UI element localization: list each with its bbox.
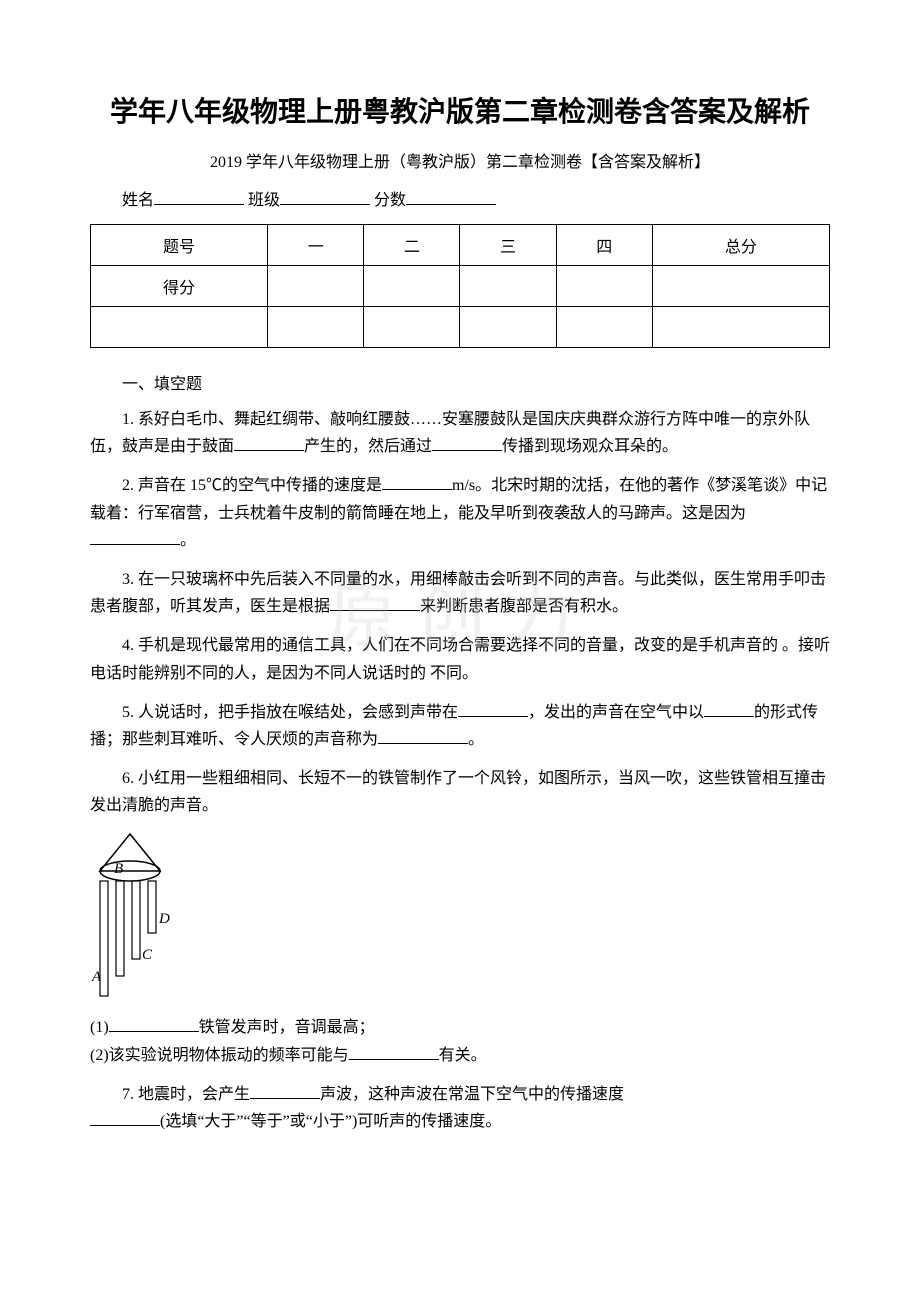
q7-pre: 7. 地震时，会产生 xyxy=(122,1086,250,1103)
q5-blank-1 xyxy=(458,700,528,717)
q5-post: 。 xyxy=(468,731,484,748)
q3-blank xyxy=(330,594,420,611)
section-1-heading: 一、填空题 xyxy=(90,370,830,394)
th-index: 题号 xyxy=(91,225,268,266)
th-1: 一 xyxy=(268,225,364,266)
cell-blank xyxy=(556,266,652,307)
q2-pre: 2. 声音在 15℃的空气中传播的速度是 xyxy=(122,477,382,494)
name-blank xyxy=(154,188,244,205)
cell-blank xyxy=(268,307,364,348)
windchime-diagram: B A C D xyxy=(90,831,830,1006)
q5-blank-3 xyxy=(378,727,468,744)
cell-blank xyxy=(460,266,556,307)
q6b-post: 有关。 xyxy=(439,1047,487,1064)
q3-post: 来判断患者腹部是否有积水。 xyxy=(420,598,628,615)
cell-blank xyxy=(652,266,829,307)
cell-blank xyxy=(460,307,556,348)
page-container: 原创力 学年八年级物理上册粤教沪版第二章检测卷含答案及解析 2019 学年八年级… xyxy=(0,0,920,1302)
question-5: 5. 人说话时，把手指放在喉结处，会感到声带在，发出的声音在空气中以的形式传播；… xyxy=(90,699,830,753)
cell-blank xyxy=(364,266,460,307)
q6b-pre: (2)该实验说明物体振动的频率可能与 xyxy=(90,1047,349,1064)
question-4: 4. 手机是现代最常用的通信工具，人们在不同场合需要选择不同的音量，改变的是手机… xyxy=(90,632,830,686)
name-label: 姓名 xyxy=(122,192,154,209)
q5-blank-2 xyxy=(704,700,754,717)
th-3: 三 xyxy=(460,225,556,266)
question-6-intro: 6. 小红用一些粗细相同、长短不一的铁管制作了一个风铃，如图所示，当风一吹，这些… xyxy=(90,765,830,819)
label-b: B xyxy=(114,861,123,877)
q6b-blank xyxy=(349,1043,439,1060)
q1-mid: 产生的，然后通过 xyxy=(304,438,432,455)
question-2: 2. 声音在 15℃的空气中传播的速度是m/s。北宋时期的沈括，在他的著作《梦溪… xyxy=(90,472,830,554)
q7-blank-2 xyxy=(90,1109,160,1126)
class-label: 班级 xyxy=(248,192,280,209)
q1-blank-2 xyxy=(432,434,502,451)
question-3: 3. 在一只玻璃杯中先后装入不同量的水，用细棒敲击会听到不同的声音。与此类似，医… xyxy=(90,566,830,620)
table-row xyxy=(91,307,830,348)
question-6-parts: (1) 铁管发声时，音调最高； (2)该实验说明物体振动的频率可能与 有关。 xyxy=(90,1014,830,1068)
q1-post: 传播到现场观众耳朵的。 xyxy=(502,438,678,455)
th-4: 四 xyxy=(556,225,652,266)
q2-blank-1 xyxy=(382,473,452,490)
label-c: C xyxy=(142,947,153,963)
th-total: 总分 xyxy=(652,225,829,266)
windchime-svg: B A C D xyxy=(90,831,200,1001)
cell-blank xyxy=(652,307,829,348)
score-blank xyxy=(406,188,496,205)
page-subtitle: 2019 学年八年级物理上册（粤教沪版）第二章检测卷【含答案及解析】 xyxy=(90,148,830,172)
label-d: D xyxy=(158,911,170,927)
table-row: 得分 xyxy=(91,266,830,307)
table-row: 题号 一 二 三 四 总分 xyxy=(91,225,830,266)
triangle-top xyxy=(100,834,160,871)
tube-a xyxy=(100,881,108,996)
q2-post: 。 xyxy=(180,532,196,549)
tube-c xyxy=(132,881,140,959)
cell-blank xyxy=(268,266,364,307)
q7-post: (选填“大于”“等于”或“小于”)可听声的传播速度。 xyxy=(160,1113,501,1130)
tube-d xyxy=(148,881,156,933)
q6a-pre: (1) xyxy=(90,1019,109,1036)
row-label: 得分 xyxy=(91,266,268,307)
score-label: 分数 xyxy=(374,192,406,209)
q5-mid1: ，发出的声音在空气中以 xyxy=(528,704,704,721)
page-title: 学年八年级物理上册粤教沪版第二章检测卷含答案及解析 xyxy=(90,90,830,130)
meta-line: 姓名 班级 分数 xyxy=(90,186,830,210)
score-table: 题号 一 二 三 四 总分 得分 xyxy=(90,224,830,348)
q2-blank-2 xyxy=(90,528,180,545)
q6a-post: 铁管发声时，音调最高； xyxy=(199,1019,375,1036)
label-a: A xyxy=(91,969,102,985)
question-1: 1. 系好白毛巾、舞起红绸带、敲响红腰鼓……安塞腰鼓队是国庆庆典群众游行方阵中唯… xyxy=(90,406,830,460)
cell-blank xyxy=(556,307,652,348)
q7-blank-1 xyxy=(250,1082,320,1099)
q5-pre: 5. 人说话时，把手指放在喉结处，会感到声带在 xyxy=(122,704,458,721)
th-2: 二 xyxy=(364,225,460,266)
cell-blank xyxy=(91,307,268,348)
cell-blank xyxy=(364,307,460,348)
class-blank xyxy=(280,188,370,205)
tube-2 xyxy=(116,881,124,976)
q7-mid: 声波，这种声波在常温下空气中的传播速度 xyxy=(320,1086,624,1103)
q1-blank-1 xyxy=(234,434,304,451)
question-7: 7. 地震时，会产生 声波，这种声波在常温下空气中的传播速度 (选填“大于”“等于”… xyxy=(90,1081,830,1135)
q6a-blank xyxy=(109,1015,199,1032)
